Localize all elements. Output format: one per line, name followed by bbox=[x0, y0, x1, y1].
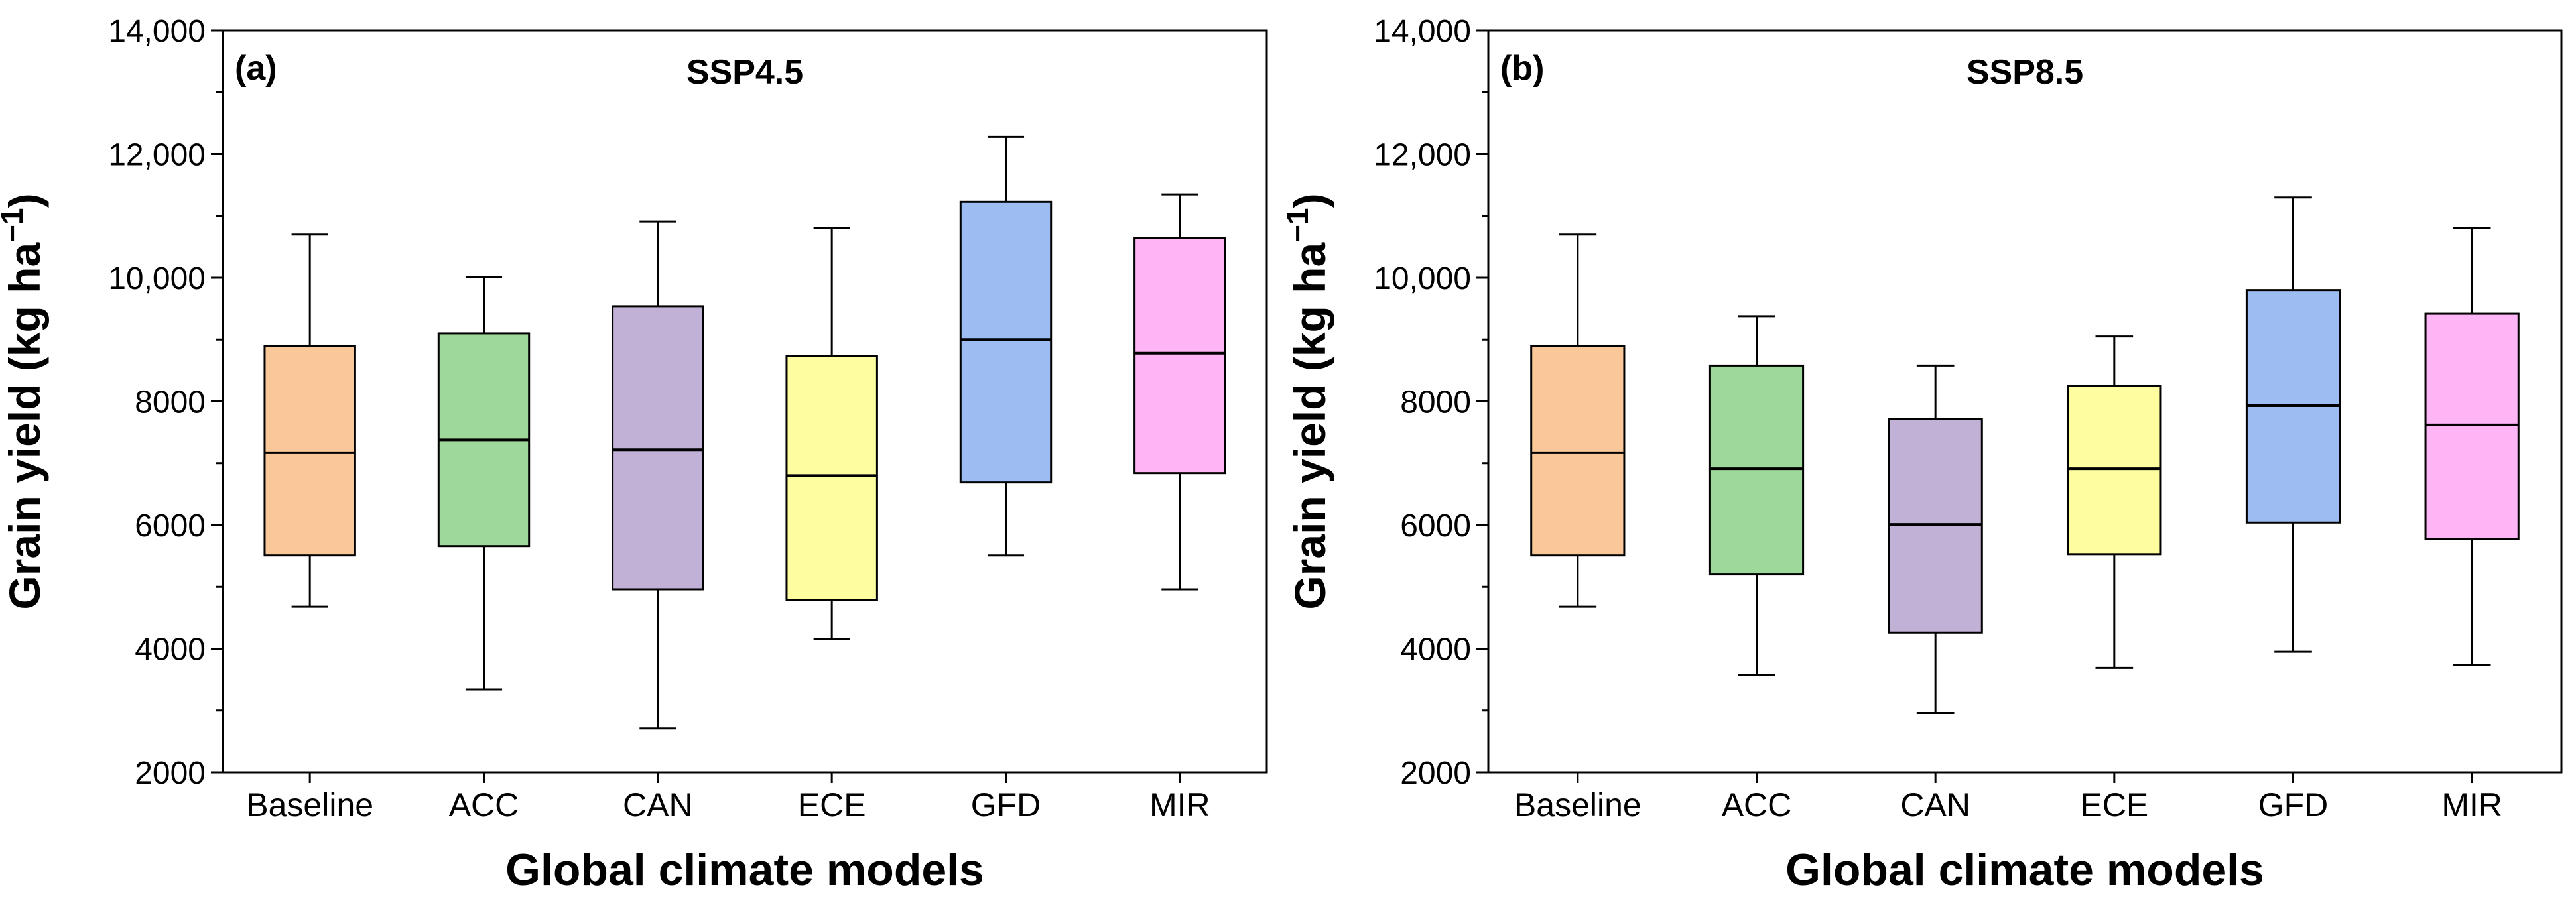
y-tick-label: 12,000 bbox=[1374, 138, 1471, 173]
y-tick-label: 14,000 bbox=[1374, 14, 1471, 49]
box-mir: MIR bbox=[1133, 193, 1226, 823]
y-tick-label: 12,000 bbox=[108, 138, 206, 173]
box-gfd: GFD bbox=[2245, 196, 2341, 823]
box-gfd: GFD bbox=[959, 135, 1053, 823]
x-axis-title: Global climate models bbox=[1785, 845, 2264, 895]
y-axis-title: Grain yield (kg ha−1) bbox=[0, 193, 49, 609]
x-tick-label: ACC bbox=[1722, 786, 1792, 823]
iqr-box bbox=[959, 200, 1053, 484]
y-tick-label: 10,000 bbox=[108, 261, 206, 296]
y-tick-label: 2000 bbox=[135, 756, 206, 791]
box-acc: ACC bbox=[1708, 315, 1805, 823]
x-tick-label: MIR bbox=[1149, 786, 1210, 823]
x-tick-label: ECE bbox=[2080, 786, 2148, 823]
y-axis-title-main: Grain yield (kg ha bbox=[0, 242, 49, 610]
box-baseline: Baseline bbox=[246, 233, 373, 823]
x-tick-label: GFD bbox=[2258, 786, 2329, 823]
x-tick-label: CAN bbox=[1900, 786, 1970, 823]
box-mir: MIR bbox=[2424, 226, 2520, 823]
y-axis-title-sup: −1 bbox=[1280, 208, 1315, 242]
iqr-box bbox=[263, 345, 356, 557]
iqr-box bbox=[1530, 345, 1626, 557]
y-axis-title-sup: −1 bbox=[0, 208, 29, 242]
plot-frame bbox=[1487, 29, 2563, 774]
box-acc: ACC bbox=[437, 276, 531, 823]
x-tick-label: ECE bbox=[798, 786, 866, 823]
box-can: CAN bbox=[1888, 364, 1983, 823]
box-ece: ECE bbox=[2067, 335, 2162, 823]
chart-title: SSP8.5 bbox=[1966, 53, 2083, 91]
iqr-box bbox=[612, 305, 704, 591]
x-tick-label: ACC bbox=[449, 786, 519, 823]
y-tick-label: 4000 bbox=[135, 633, 206, 668]
iqr-box bbox=[1133, 237, 1226, 475]
x-tick-label: CAN bbox=[623, 786, 693, 823]
box-can: CAN bbox=[612, 220, 704, 823]
box-baseline: Baseline bbox=[1514, 233, 1642, 823]
x-tick-label: MIR bbox=[2441, 786, 2502, 823]
x-tick-label: Baseline bbox=[1514, 786, 1642, 823]
y-tick-label: 14,000 bbox=[108, 14, 206, 49]
plot-frame bbox=[222, 29, 1268, 774]
y-tick-label: 2000 bbox=[1400, 756, 1471, 791]
y-tick-label: 10,000 bbox=[1374, 261, 1471, 296]
panel-label: (a) bbox=[235, 49, 277, 88]
y-axis-title-close: ) bbox=[1285, 193, 1334, 208]
x-tick-label: Baseline bbox=[246, 786, 373, 823]
chart-panel-a: 2000 4000 6000 8000 10,000 12,000 14,000 Baseli… bbox=[0, 14, 1268, 895]
chart-panel-b: 2000 4000 6000 8000 10,000 12,000 14,000 Baseli… bbox=[1280, 14, 2563, 895]
y-axis-title-close: ) bbox=[0, 193, 49, 208]
panel-label: (b) bbox=[1500, 49, 1544, 88]
y-tick-label: 8000 bbox=[135, 385, 206, 420]
box-ece: ECE bbox=[785, 227, 878, 823]
y-tick-label: 6000 bbox=[1400, 509, 1471, 544]
y-tick-label: 4000 bbox=[1400, 633, 1471, 668]
y-tick-label: 6000 bbox=[135, 509, 206, 544]
iqr-box bbox=[785, 355, 878, 601]
x-axis-title: Global climate models bbox=[505, 845, 984, 895]
y-axis-title: Grain yield (kg ha−1) bbox=[1280, 193, 1334, 609]
chart-title: SSP4.5 bbox=[686, 53, 803, 91]
y-axis-title-main: Grain yield (kg ha bbox=[1285, 242, 1334, 610]
x-tick-label: GFD bbox=[971, 786, 1041, 823]
y-tick-label: 8000 bbox=[1400, 385, 1471, 420]
